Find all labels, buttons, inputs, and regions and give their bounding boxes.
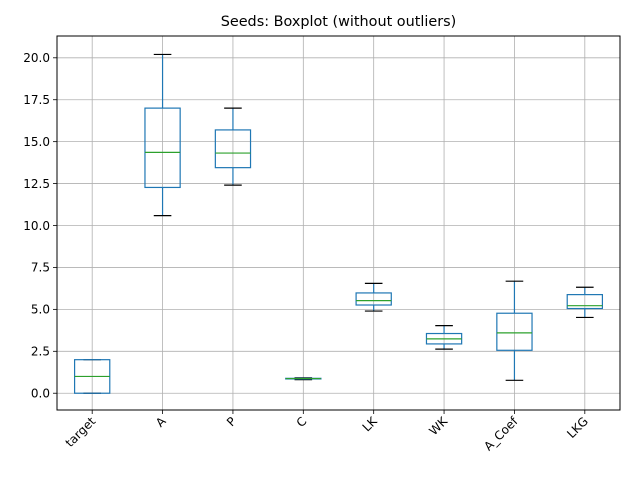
grid-lines (57, 36, 620, 410)
y-tick-label: 2.5 (31, 345, 50, 359)
box-a (144, 53, 181, 217)
box-wk (425, 325, 463, 350)
x-tick-label: WK (426, 413, 451, 438)
box-body (355, 292, 392, 306)
box-lkg (566, 286, 604, 319)
axes (56, 35, 621, 411)
box-a-coef (496, 280, 533, 381)
x-tick-label: P (224, 414, 239, 429)
x-tick-label: A (153, 414, 169, 430)
x-tick-label: LK (360, 413, 381, 434)
y-tick-label: 0.0 (31, 387, 50, 401)
x-tick-label: A_Coef (481, 414, 521, 454)
x-tick-label: C (294, 414, 310, 430)
box-p (214, 107, 252, 186)
plot-frame (56, 35, 621, 411)
x-axis-ticks: target A P C LK WK A_Coef LKG (63, 410, 591, 453)
y-tick-label: 12.5 (23, 177, 50, 191)
y-tick-label: 10.0 (23, 219, 50, 233)
boxes (73, 53, 604, 394)
y-tick-label: 7.5 (31, 261, 50, 275)
y-axis-ticks: 0.0 2.5 5.0 7.5 10.0 12.5 15.0 17.5 20.0 (23, 51, 57, 401)
y-tick-label: 20.0 (23, 51, 50, 65)
y-tick-label: 5.0 (31, 303, 50, 317)
box-c (285, 377, 322, 381)
box-body (144, 107, 181, 189)
box-body (214, 129, 252, 169)
box-target (73, 359, 111, 394)
y-tick-label: 17.5 (23, 93, 50, 107)
x-tick-label: LKG (564, 414, 591, 441)
chart-title: Seeds: Boxplot (without outliers) (221, 14, 457, 30)
box-lk (355, 282, 392, 312)
x-tick-label: target (63, 414, 99, 450)
box-body (496, 312, 533, 351)
box-body (566, 294, 604, 310)
y-tick-label: 15.0 (23, 135, 50, 149)
